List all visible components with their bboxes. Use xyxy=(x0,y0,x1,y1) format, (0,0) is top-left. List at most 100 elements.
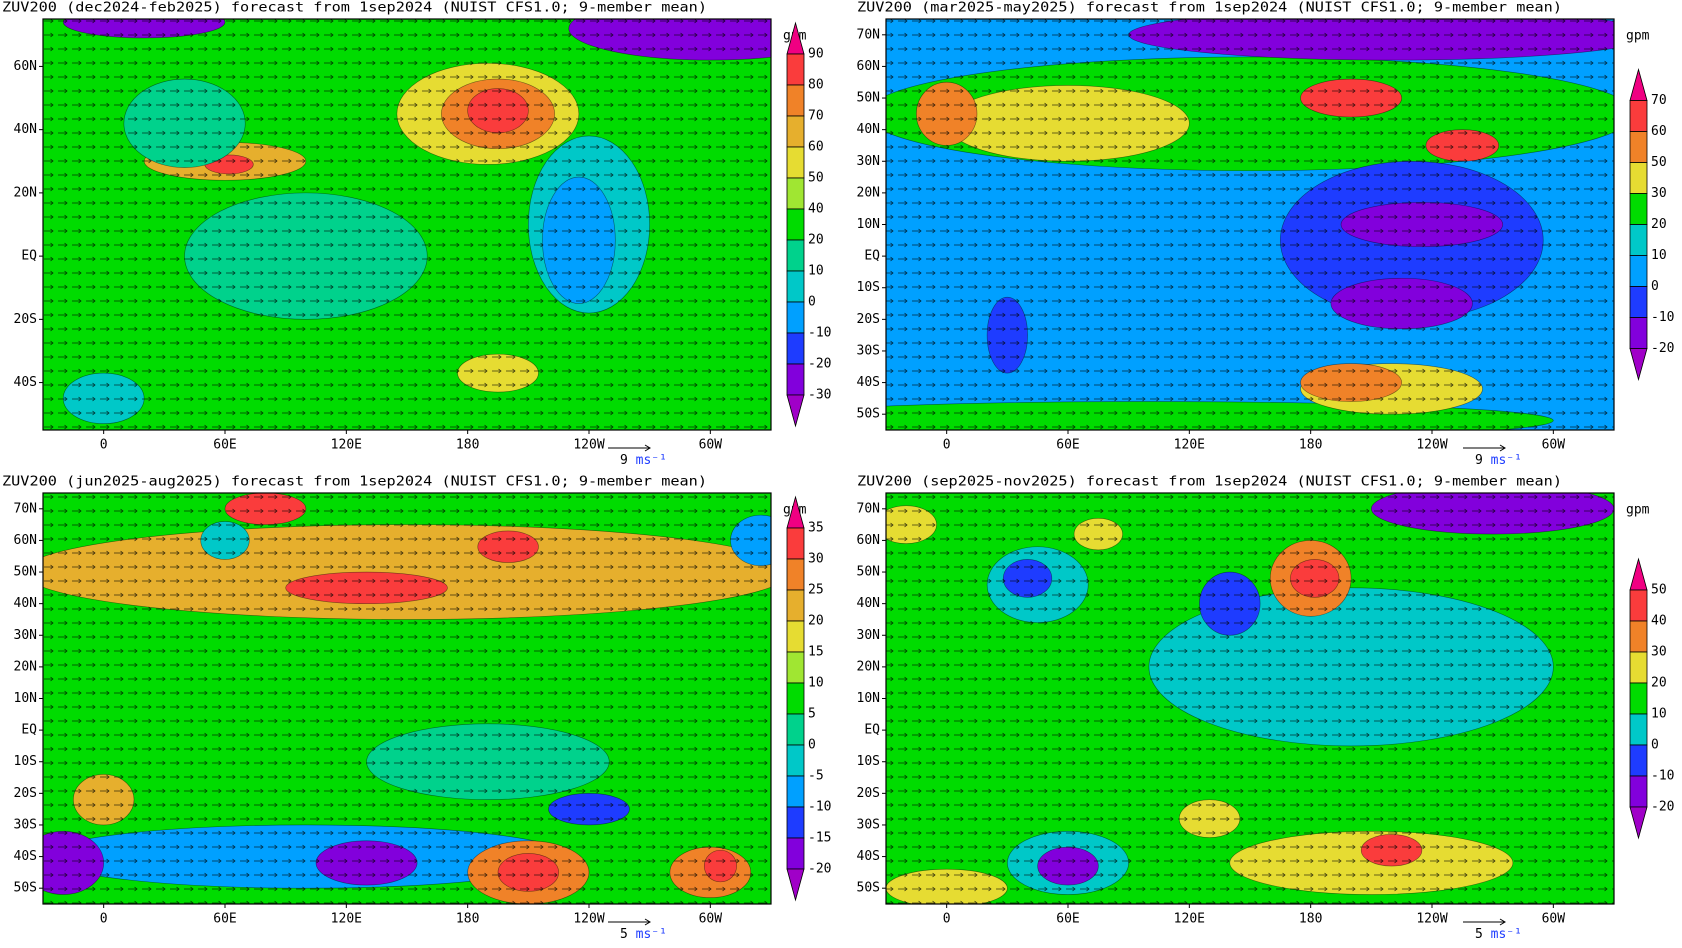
colorbar-label: -10 xyxy=(808,800,831,815)
y-tick-label: 70N xyxy=(14,501,37,516)
colorbar-box xyxy=(786,53,805,86)
y-tick-label: EQ xyxy=(21,249,37,264)
y-tick-label: 50S xyxy=(14,881,37,896)
map xyxy=(42,18,772,431)
y-tick-label: 10S xyxy=(857,280,880,295)
y-tick-label: 40N xyxy=(14,596,37,611)
y-tick-label: 50N xyxy=(14,565,37,580)
colorbar-box xyxy=(1629,713,1648,746)
colorbar-label: 0 xyxy=(1651,738,1659,753)
colorbar-label: 0 xyxy=(1651,279,1659,294)
colorbar-box xyxy=(786,270,805,303)
colorbar-label: 40 xyxy=(808,202,824,217)
colorbar-top xyxy=(1629,557,1648,591)
colorbar-top xyxy=(1629,67,1648,101)
colorbar-label: 50 xyxy=(1651,155,1667,170)
x-tick-label: 120W xyxy=(573,438,604,453)
y-tick-label: 20N xyxy=(14,185,37,200)
colorbar-box xyxy=(1629,682,1648,715)
y-tick-label: 40S xyxy=(14,849,37,864)
colorbar-label: 80 xyxy=(808,78,824,93)
y-tick-label: 10N xyxy=(857,217,880,232)
colorbar-bottom xyxy=(1629,348,1648,382)
colorbar-box xyxy=(786,84,805,117)
y-tick-label: 20S xyxy=(14,786,37,801)
x-tick-label: 180 xyxy=(1299,438,1322,453)
wind-vectors xyxy=(43,19,771,430)
y-tick-label: 60N xyxy=(14,59,37,74)
x-tick-label: 0 xyxy=(100,912,108,927)
y-tick-label: 30S xyxy=(14,817,37,832)
reference-label: 9 ms⁻¹ xyxy=(1475,453,1522,468)
colorbar-box xyxy=(786,332,805,365)
x-tick-label: 60E xyxy=(213,438,236,453)
colorbar-box xyxy=(786,115,805,148)
y-tick-label: 50S xyxy=(857,407,880,422)
y-tick-label: EQ xyxy=(864,723,880,738)
colorbar-box xyxy=(786,146,805,179)
colorbar-box xyxy=(786,806,805,839)
reference-arrow xyxy=(608,444,651,452)
colorbar-box xyxy=(786,837,805,870)
reference-value: 9 xyxy=(1475,453,1483,468)
reference-unit: ms⁻¹ xyxy=(1491,453,1522,468)
reference-value: 5 xyxy=(1475,927,1483,942)
map-frame xyxy=(42,18,772,431)
x-tick-label: 180 xyxy=(456,912,479,927)
unit-label: gpm xyxy=(1626,29,1650,44)
field xyxy=(43,19,771,430)
wind-vectors xyxy=(886,19,1614,430)
x-tick-label: 120E xyxy=(331,438,362,453)
x-tick-label: 60W xyxy=(1542,912,1566,927)
x-tick-label: 180 xyxy=(1299,912,1322,927)
map xyxy=(885,492,1615,905)
colorbar-box xyxy=(1629,775,1648,808)
x-tick-label: 120W xyxy=(1416,912,1447,927)
y-tick-label: 10N xyxy=(14,691,37,706)
colorbar-box xyxy=(1629,620,1648,653)
colorbar-label: 15 xyxy=(808,645,824,660)
colorbar-label: -10 xyxy=(1651,310,1674,325)
y-tick-label: 20N xyxy=(857,659,880,674)
y-tick-label: 10S xyxy=(857,754,880,769)
colorbar-box xyxy=(786,363,805,396)
colorbar-label: 70 xyxy=(808,109,824,124)
y-tick-label: 50N xyxy=(857,565,880,580)
colorbar-label: 5 xyxy=(808,707,816,722)
unit-label: gpm xyxy=(1626,503,1650,518)
colorbar-bottom xyxy=(786,394,805,428)
colorbar-label: 40 xyxy=(1651,614,1667,629)
map xyxy=(885,18,1615,431)
colorbar-label: 35 xyxy=(808,521,824,536)
colorbar-box xyxy=(786,301,805,334)
colorbar-label: 50 xyxy=(808,171,824,186)
reference-arrow xyxy=(608,918,651,926)
colorbar-box xyxy=(1629,131,1648,163)
colorbar-box xyxy=(1629,224,1648,256)
colorbar-box xyxy=(786,558,805,591)
panel-title: ZUV200 (jun2025-aug2025) forecast from 1… xyxy=(2,475,707,490)
y-tick-label: 40S xyxy=(14,375,37,390)
colorbar-label: 60 xyxy=(1651,124,1667,139)
y-tick-label: 30S xyxy=(857,817,880,832)
reference-unit: ms⁻¹ xyxy=(636,927,667,942)
x-tick-label: 120E xyxy=(1174,438,1205,453)
y-tick-label: 10N xyxy=(857,691,880,706)
wind-vectors xyxy=(886,493,1614,904)
reference-unit: ms⁻¹ xyxy=(1491,927,1522,942)
reference-arrow xyxy=(1463,444,1506,452)
colorbar-label: 30 xyxy=(808,552,824,567)
y-tick-label: 30N xyxy=(14,628,37,643)
colorbar-box xyxy=(786,620,805,653)
y-tick-label: 40N xyxy=(857,122,880,137)
colorbar-label: -20 xyxy=(1651,341,1674,356)
colorbar-bottom xyxy=(786,868,805,902)
colorbar-label: 20 xyxy=(808,233,824,248)
y-tick-label: 60N xyxy=(14,533,37,548)
reference-value: 9 xyxy=(620,453,628,468)
colorbar-box xyxy=(786,775,805,808)
colorbar-box xyxy=(786,239,805,272)
y-tick-label: 20S xyxy=(857,312,880,327)
colorbar-box xyxy=(786,682,805,715)
y-tick-label: 40S xyxy=(857,849,880,864)
